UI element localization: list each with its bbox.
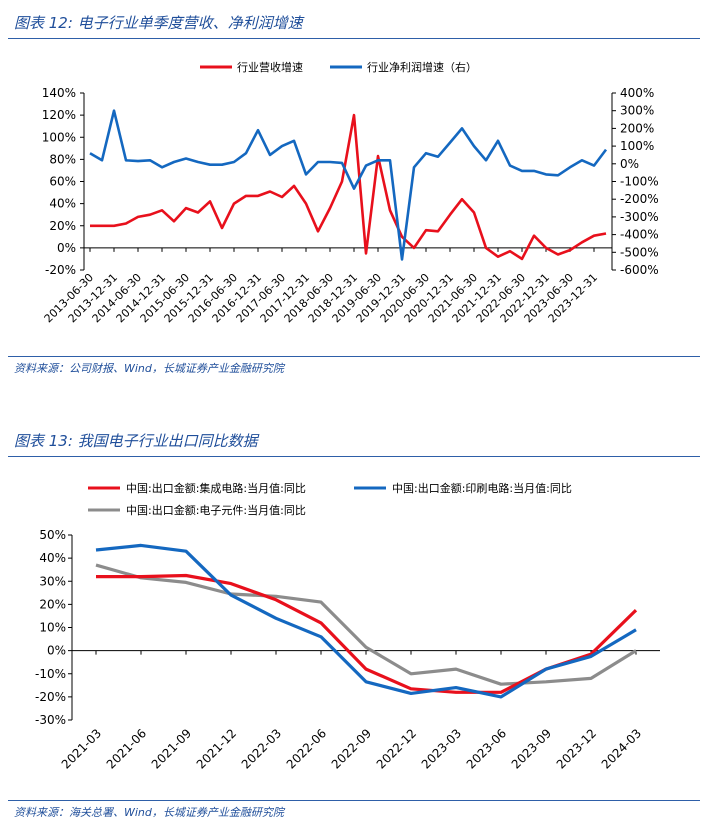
- x-tick-label: 2021-09: [149, 726, 194, 771]
- right-y-tick-label: 400%: [620, 86, 654, 100]
- x-tick-label: 2023-03: [419, 726, 464, 771]
- left-y-tick-label: 0%: [57, 241, 76, 255]
- right-y-tick-label: -100%: [620, 175, 659, 189]
- x-tick-label: 2023-12: [554, 726, 599, 771]
- right-y-tick-label: 300%: [620, 104, 654, 118]
- right-y-tick-label: -200%: [620, 192, 659, 206]
- right-y-tick-label: -400%: [620, 228, 659, 242]
- fig12-title: 图表 12: 电子行业单季度营收、净利润增速: [14, 14, 303, 32]
- right-y-tick-label: 0%: [620, 157, 639, 171]
- fig12-bottom-rule: [8, 356, 700, 357]
- y-tick-label: -30%: [35, 713, 66, 727]
- right-y-tick-label: -500%: [620, 245, 659, 259]
- y-tick-label: 20%: [39, 597, 66, 611]
- chart2-legend: 中国:出口金额:集成电路:当月值:同比 中国:出口金额:印刷电路:当月值:同比中国…: [88, 481, 572, 517]
- export-yoy-chart: 中国:出口金额:集成电路:当月值:同比 中国:出口金额:印刷电路:当月值:同比中国…: [35, 481, 660, 772]
- left-y-tick-label: 40%: [49, 197, 76, 211]
- legend-label-profit: 行业净利润增速（右）: [367, 60, 477, 74]
- series-line-ic-exports: [96, 573, 638, 694]
- left-y-tick-label: 140%: [42, 86, 76, 100]
- left-y-tick-label: 60%: [49, 175, 76, 189]
- x-tick-label: 2022-12: [374, 726, 419, 771]
- y-tick-label: 30%: [39, 574, 66, 588]
- left-y-tick-label: 100%: [42, 130, 76, 144]
- y-tick-label: 10%: [39, 621, 66, 635]
- x-tick-label: 2022-06: [284, 726, 329, 771]
- left-y-tick-label: 80%: [49, 152, 76, 166]
- x-tick-label: 2023-09: [509, 726, 554, 771]
- legend-pcb-label: 中国:出口金额:印刷电路:当月值:同比: [392, 481, 572, 495]
- left-y-tick-label: 20%: [49, 219, 76, 233]
- y-tick-label: -20%: [35, 690, 66, 704]
- chart1-legend: 行业营收增速 行业净利润增速（右）: [200, 60, 477, 74]
- x-tick-label: 2022-09: [329, 726, 374, 771]
- left-y-tick-label: -20%: [45, 263, 76, 277]
- fig13-title: 图表 13: 我国电子行业出口同比数据: [14, 432, 258, 450]
- y-tick-label: 40%: [39, 551, 66, 565]
- fig13-bottom-rule: [8, 800, 700, 801]
- legend-ic-label: 中国:出口金额:集成电路:当月值:同比: [126, 481, 306, 495]
- right-y-tick-label: 200%: [620, 121, 654, 135]
- right-y-tick-label: 100%: [620, 139, 654, 153]
- right-y-tick-label: -300%: [620, 210, 659, 224]
- legend-label-revenue: 行业营收增速: [237, 60, 303, 74]
- series-line-revenue-growth: [90, 113, 607, 261]
- x-tick-label: 2021-12: [194, 726, 239, 771]
- fig12-source: 资料来源：公司财报、Wind，长城证券产业金融研究院: [14, 362, 284, 375]
- series-line-pcb-exports: [95, 543, 637, 699]
- legend-components-label: 中国:出口金额:电子元件:当月值:同比: [126, 503, 306, 517]
- y-tick-label: 50%: [39, 528, 66, 542]
- series-line-components-exports: [95, 563, 637, 686]
- x-tick-label: 2022-03: [239, 726, 284, 771]
- series-line-profit-growth: [89, 109, 608, 261]
- fig13-top-rule: [8, 456, 700, 457]
- x-tick-label: 2024-03: [599, 726, 644, 771]
- left-y-tick-label: 120%: [42, 108, 76, 122]
- fig12-top-rule: [8, 38, 700, 39]
- x-tick-label: 2023-06: [464, 726, 509, 771]
- right-y-tick-label: -600%: [620, 263, 659, 277]
- x-tick-label: 2021-06: [104, 726, 149, 771]
- fig13-source: 资料来源：海关总署、Wind，长城证券产业金融研究院: [14, 806, 284, 819]
- y-tick-label: 0%: [47, 644, 66, 658]
- y-tick-label: -10%: [35, 667, 66, 681]
- revenue-profit-growth-chart: 行业营收增速 行业净利润增速（右） 140% 120% 100% 80% 60% 40% 20%…: [42, 60, 659, 325]
- x-tick-label: 2021-03: [59, 726, 104, 771]
